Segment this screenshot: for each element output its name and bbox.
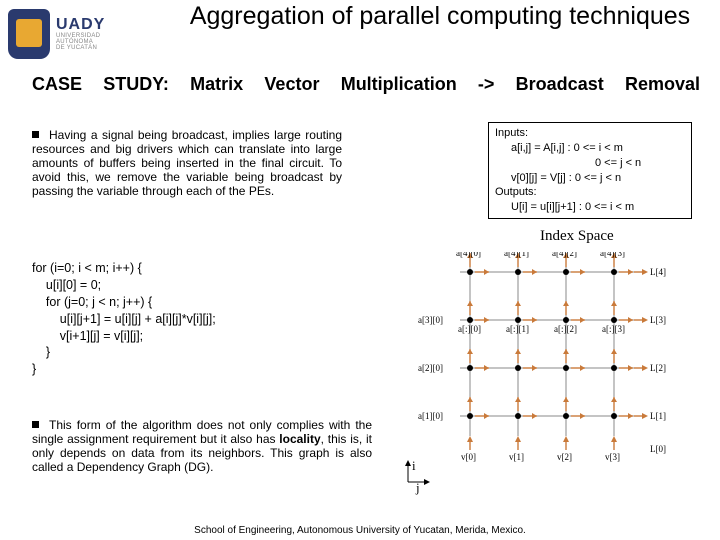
svg-text:L[3]: L[3] bbox=[650, 315, 666, 325]
case-study-heading: CASE STUDY: Matrix Vector Multiplication… bbox=[32, 74, 700, 95]
dependency-graph-svg: a[4][0] a[4][1] a[4][2] a[4][3] a[:][0] a[:][… bbox=[410, 252, 700, 492]
bullet-icon bbox=[32, 131, 39, 138]
svg-text:a[4][3]: a[4][3] bbox=[600, 252, 625, 258]
bullet-icon bbox=[32, 421, 39, 428]
inputs-l3: v[0][j] = V[j] : 0 <= j < n bbox=[495, 171, 685, 186]
svg-text:a[:][3]: a[:][3] bbox=[602, 324, 625, 334]
svg-text:a[3][0]: a[3][0] bbox=[418, 315, 443, 325]
code-block: for (i=0; i < m; i++) { u[i][0] = 0; for… bbox=[32, 260, 362, 378]
inputs-l1: a[i,j] = A[i,j] : 0 <= i < m bbox=[495, 141, 685, 156]
svg-text:a[:][0]: a[:][0] bbox=[458, 324, 481, 334]
svg-text:a[2][0]: a[2][0] bbox=[418, 363, 443, 373]
logo-text: UADY UNIVERSIDAD AUTÓNOMA DE YUCATÁN bbox=[56, 17, 105, 51]
logo-block: UADY UNIVERSIDAD AUTÓNOMA DE YUCATÁN bbox=[8, 4, 158, 64]
bullet-2-bold: locality bbox=[279, 432, 320, 446]
inputs-h1: Inputs: bbox=[495, 126, 685, 141]
svg-text:v[2]: v[2] bbox=[557, 452, 572, 462]
svg-text:L[2]: L[2] bbox=[650, 363, 666, 373]
svg-text:a[1][0]: a[1][0] bbox=[418, 411, 443, 421]
index-space-label: Index Space bbox=[540, 228, 614, 245]
svg-text:a[:][1]: a[:][1] bbox=[506, 324, 529, 334]
slide-title: Aggregation of parallel computing techni… bbox=[170, 2, 710, 31]
svg-text:v[3]: v[3] bbox=[605, 452, 620, 462]
dependency-graph: a[4][0] a[4][1] a[4][2] a[4][3] a[:][0] a[:][… bbox=[410, 252, 700, 492]
logo-brand: UADY bbox=[56, 17, 105, 33]
shield-icon bbox=[8, 9, 50, 59]
svg-text:a[4][0]: a[4][0] bbox=[456, 252, 481, 258]
bullet-1: Having a signal being broadcast, implies… bbox=[32, 128, 342, 198]
svg-text:a[4][1]: a[4][1] bbox=[504, 252, 529, 258]
svg-text:a[:][2]: a[:][2] bbox=[554, 324, 577, 334]
inputs-l2: 0 <= j < n bbox=[495, 156, 685, 171]
inputs-box: Inputs: a[i,j] = A[i,j] : 0 <= i < m 0 <… bbox=[488, 122, 692, 219]
svg-text:a[4][2]: a[4][2] bbox=[552, 252, 577, 258]
footer: School of Engineering, Autonomous Univer… bbox=[0, 525, 720, 536]
bullet-2: This form of the algorithm does not only… bbox=[32, 418, 372, 474]
svg-text:L[4]: L[4] bbox=[650, 267, 666, 277]
svg-text:L[1]: L[1] bbox=[650, 411, 666, 421]
logo-sub3: DE YUCATÁN bbox=[56, 45, 105, 51]
bullet-1-text: Having a signal being broadcast, implies… bbox=[32, 128, 342, 198]
svg-text:v[1]: v[1] bbox=[509, 452, 524, 462]
inputs-h2: Outputs: bbox=[495, 185, 685, 200]
svg-text:L[0]: L[0] bbox=[650, 444, 666, 454]
svg-text:v[0]: v[0] bbox=[461, 452, 476, 462]
inputs-l4: U[i] = u[i][j+1] : 0 <= i < m bbox=[495, 200, 685, 215]
